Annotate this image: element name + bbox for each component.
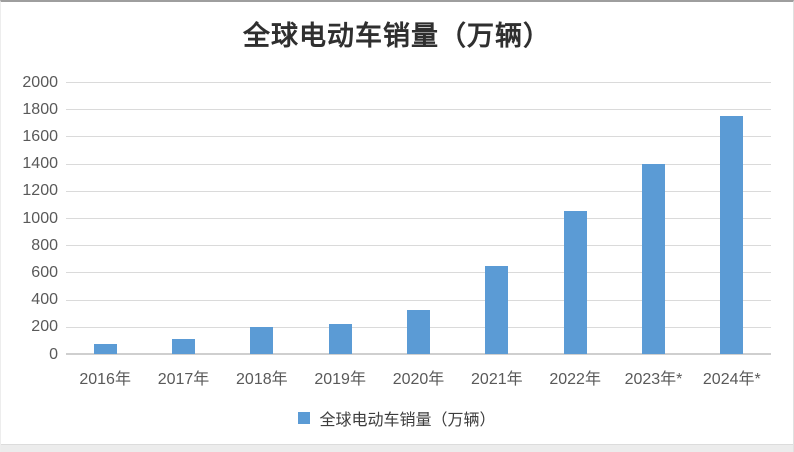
y-axis-tick-label: 600 (31, 263, 58, 281)
bar (407, 310, 430, 354)
y-axis-tick-label: 1800 (22, 100, 58, 118)
x-axis-tick-label: 2018年 (236, 371, 288, 388)
gridline (66, 299, 771, 301)
y-axis-tick-label: 2000 (22, 73, 58, 91)
bar (250, 326, 274, 354)
bar (563, 211, 587, 354)
chart-title: 全球电动车销量（万辆） (243, 21, 551, 52)
y-axis-tick-label: 1200 (22, 182, 58, 200)
y-axis-tick-label: 1400 (22, 155, 58, 173)
x-axis-tick-label: 2024年* (702, 371, 761, 388)
gridline (66, 82, 771, 83)
bar (93, 344, 117, 354)
y-axis-tick-label: 1000 (22, 209, 58, 227)
gridline (66, 163, 771, 165)
x-axis-tick-label: 2020年 (392, 371, 445, 388)
gridline (66, 353, 771, 355)
bar (642, 163, 665, 354)
x-axis-tick-label: 2017年 (157, 371, 210, 388)
gridline (66, 245, 771, 247)
x-axis-tick-label: 2019年 (314, 371, 366, 388)
bar (172, 339, 195, 354)
y-axis-tick-label: 400 (31, 291, 58, 309)
bar (328, 324, 352, 354)
y-axis-tick-label: 1600 (22, 127, 58, 145)
y-axis-tick-label: 0 (49, 345, 58, 363)
plot-area: 0 200 400 600 800 1000 1200 1400 1600 1800 2000 20… (22, 74, 771, 388)
y-axis-tick-label: 200 (31, 318, 58, 336)
gridline (66, 190, 771, 192)
bar (720, 116, 744, 354)
gridline (66, 272, 771, 274)
gridline (66, 109, 771, 111)
y-axis-tick-label: 800 (31, 236, 58, 254)
legend-marker-icon (298, 412, 311, 424)
x-axis-tick-label: 2021年 (471, 371, 523, 388)
gridline (66, 136, 771, 138)
legend: 全球电动车销量（万辆） (1, 406, 793, 430)
x-axis-tick-label: 2023年* (624, 371, 683, 388)
bottom-strip (1, 444, 793, 452)
bar (485, 265, 509, 354)
legend-label: 全球电动车销量（万辆） (319, 410, 496, 429)
x-axis-tick-label: 2016年 (79, 371, 131, 388)
gridline (66, 218, 771, 219)
x-axis-tick-label: 2022年 (549, 371, 601, 388)
